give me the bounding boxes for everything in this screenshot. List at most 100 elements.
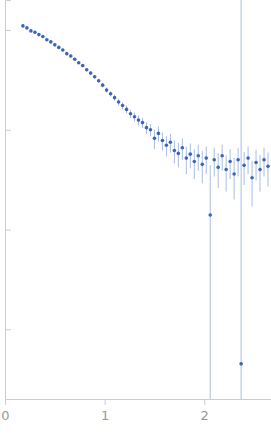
error-bar	[260, 155, 261, 192]
points	[21, 24, 270, 366]
y-tick	[5, 130, 11, 131]
error-bar	[218, 153, 219, 188]
point	[69, 54, 73, 58]
point	[77, 61, 81, 65]
point	[239, 362, 243, 366]
error-bar	[248, 146, 249, 174]
point	[181, 146, 185, 150]
point	[145, 126, 149, 130]
point	[157, 132, 161, 136]
plot: 0 1 2	[1, 0, 271, 423]
point	[97, 79, 101, 83]
point	[125, 108, 129, 112]
point	[117, 100, 121, 104]
point	[141, 121, 145, 125]
x-tick: 2	[201, 399, 209, 423]
point	[161, 139, 165, 143]
x-axis: 0 1 2	[1, 399, 271, 423]
point	[212, 158, 216, 162]
point	[232, 172, 236, 176]
point	[101, 83, 105, 87]
point	[228, 160, 232, 164]
point	[165, 143, 169, 147]
point	[266, 165, 270, 169]
error-bars	[23, 0, 268, 399]
point	[65, 52, 69, 56]
point	[216, 166, 220, 170]
error-bar	[230, 149, 231, 179]
y-tick-mark	[5, 329, 11, 330]
y-tick-mark	[5, 30, 11, 31]
point	[109, 92, 113, 96]
error-bar	[206, 146, 207, 174]
point	[21, 24, 25, 28]
point	[236, 158, 240, 162]
x-axis-line	[6, 400, 271, 406]
point	[208, 213, 212, 217]
point	[185, 156, 189, 160]
error-bar	[186, 146, 187, 174]
y-axis	[5, 1, 11, 400]
point	[250, 176, 254, 180]
point	[200, 163, 204, 167]
point	[25, 26, 29, 30]
point	[41, 35, 45, 39]
y-tick-mark	[5, 130, 11, 131]
point	[81, 64, 85, 68]
x-tick-label: 0	[1, 408, 9, 423]
point	[105, 88, 109, 92]
point	[129, 112, 133, 116]
error-bar	[198, 145, 199, 171]
point	[149, 128, 153, 132]
point	[37, 33, 41, 37]
error-bar	[241, 0, 242, 399]
point	[33, 30, 37, 34]
point	[189, 152, 193, 156]
error-bar	[202, 151, 203, 183]
error-bar	[264, 148, 265, 177]
point	[73, 57, 77, 61]
point	[133, 115, 137, 119]
point	[49, 40, 53, 44]
error-bar	[226, 155, 227, 192]
x-tick-mark	[204, 399, 205, 405]
error-bar	[244, 152, 245, 185]
point	[204, 156, 208, 160]
error-bar	[210, 165, 211, 399]
error-bar	[238, 148, 239, 177]
x-tick-label: 2	[201, 408, 209, 423]
point	[196, 154, 200, 158]
y-tick	[5, 30, 11, 31]
point	[85, 68, 89, 72]
marks	[21, 0, 270, 399]
point	[153, 137, 157, 141]
x-tick-label: 1	[101, 408, 109, 423]
point	[93, 75, 97, 79]
error-bar	[234, 158, 235, 199]
x-tick: 1	[101, 399, 109, 423]
point	[61, 48, 65, 52]
error-bar	[214, 148, 215, 177]
error-bar	[256, 150, 257, 181]
point	[121, 104, 125, 108]
error-bar	[194, 149, 195, 179]
point	[192, 160, 196, 164]
y-tick-mark	[5, 230, 11, 231]
point	[173, 149, 177, 153]
point	[89, 71, 93, 75]
chart: 0 1 2	[0, 0, 271, 437]
point	[254, 161, 258, 165]
point	[220, 154, 224, 158]
point	[53, 43, 57, 47]
y-tick	[5, 230, 11, 231]
point	[137, 118, 141, 122]
y-tick	[5, 329, 11, 330]
point	[246, 156, 250, 160]
point	[224, 168, 228, 172]
y-axis-line	[6, 1, 12, 400]
point	[169, 140, 173, 144]
error-bar	[252, 161, 253, 207]
point	[29, 29, 33, 33]
error-bar	[222, 145, 223, 171]
point	[242, 164, 246, 168]
